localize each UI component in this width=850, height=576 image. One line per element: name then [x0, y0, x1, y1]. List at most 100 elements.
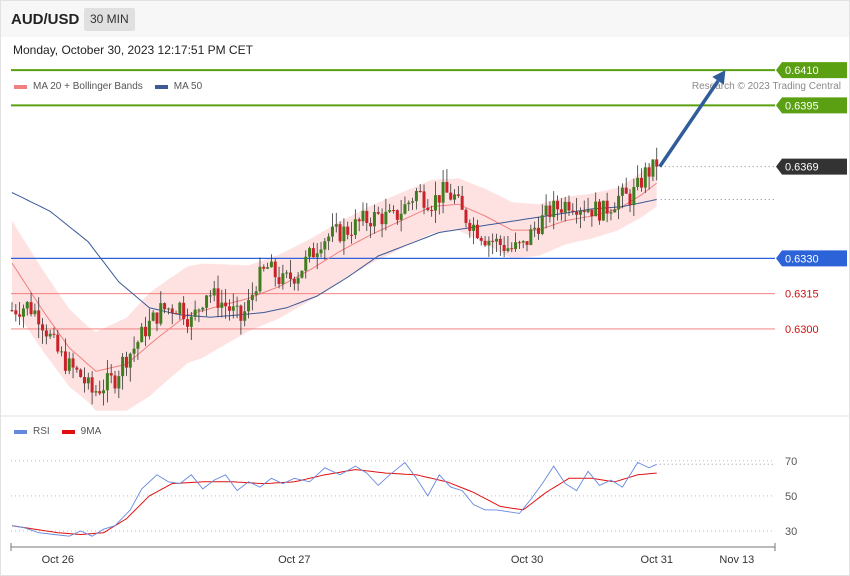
candle-body [433, 195, 437, 211]
candle-body [243, 311, 247, 321]
candle-body [495, 238, 499, 242]
candle-body [475, 224, 479, 239]
candle-body [357, 219, 361, 222]
rsi-panel: 70 50 30 [11, 456, 797, 538]
candle-body [369, 223, 373, 227]
timeframe-badge[interactable]: 30 MIN [84, 8, 135, 31]
time-tick-label: Oct 26 [42, 554, 74, 566]
candle-body [403, 204, 407, 214]
candle-body [590, 209, 594, 217]
candle-body [384, 211, 388, 225]
candle-body [430, 210, 434, 212]
candle-body [414, 191, 418, 202]
rsi-legend-swatch [14, 429, 27, 434]
candle-body [185, 319, 189, 327]
candle-body [56, 334, 60, 352]
candle-body [506, 248, 510, 251]
candle-body [647, 167, 651, 177]
candle-body [18, 314, 22, 317]
candle-body [330, 226, 334, 237]
candle-body [598, 201, 602, 221]
candle-body [273, 261, 277, 278]
candle-body [166, 308, 170, 310]
candle-body [338, 224, 342, 242]
level-tag-0.6395 [776, 97, 847, 114]
candle-body [136, 342, 140, 349]
candle-body [212, 288, 216, 296]
candle-body [311, 248, 315, 258]
candle-body [628, 193, 632, 206]
candle-body [315, 253, 319, 258]
candle-body [304, 256, 308, 271]
candle-body [174, 313, 178, 315]
candle-body [250, 294, 254, 301]
candle-body [399, 213, 403, 220]
chart-header: AUD/USD 30 MIN [1, 1, 849, 37]
candle-body [483, 240, 487, 246]
candle-body [189, 316, 193, 327]
rsi-legend-label: RSI [33, 426, 50, 437]
candle-body [117, 376, 121, 389]
candle-body [517, 242, 521, 244]
candle-body [296, 277, 300, 284]
candle-body [346, 226, 350, 235]
level-label-0.6369: 0.6369 [785, 162, 819, 174]
candle-body [609, 212, 613, 214]
level-label-0.6395: 0.6395 [785, 100, 819, 112]
candle-body [586, 209, 590, 213]
candle-body [159, 303, 163, 324]
candle-body [277, 277, 281, 285]
candle-body [258, 266, 262, 292]
candle-body [231, 306, 235, 311]
candle-body [392, 210, 395, 212]
candle-body [90, 377, 94, 393]
bollinger-band-layer [12, 159, 657, 411]
candle-body [201, 307, 205, 310]
candle-body [208, 295, 212, 297]
candle-body [620, 187, 624, 196]
candle-body [155, 312, 159, 324]
candle-body [453, 194, 457, 200]
candle-body [140, 326, 144, 343]
candle-body [460, 195, 464, 210]
candle-body [147, 320, 151, 337]
rsi-legend: RSI 9MA [14, 426, 101, 437]
candle-body [548, 205, 552, 218]
forecast-layer [658, 70, 726, 168]
rsi-tick-70: 70 [785, 456, 797, 468]
symbol-label: AUD/USD [11, 11, 80, 28]
candle-body [536, 227, 540, 234]
candle-body [254, 291, 258, 295]
candle-body [288, 272, 292, 279]
time-tick-label: Oct 27 [278, 554, 310, 566]
candle-body [94, 391, 98, 393]
candle-body [128, 353, 132, 368]
candle-body [182, 302, 186, 320]
candle-body [323, 241, 327, 250]
candle-body [235, 305, 239, 307]
candle-body [82, 377, 86, 384]
candle-body [14, 310, 18, 315]
candle-body [197, 309, 201, 311]
candle-body [102, 390, 106, 394]
candle-body [395, 210, 399, 220]
candle-body [578, 210, 582, 215]
candle-body [266, 267, 270, 269]
candle-body [285, 272, 289, 274]
candle-body [193, 309, 197, 317]
candle-body [502, 244, 506, 251]
level-tag-0.6410 [776, 62, 847, 79]
candle-body [300, 270, 304, 278]
candle-body [643, 167, 647, 188]
level-label-0.6315: 0.6315 [785, 289, 819, 301]
rsi-ma-legend-label: 9MA [80, 426, 102, 437]
candle-body [37, 310, 41, 325]
level-label-0.6330: 0.6330 [785, 253, 819, 265]
candle-body [132, 348, 136, 354]
candle-body [498, 238, 502, 245]
time-tick-label: Oct 30 [511, 554, 543, 566]
rsi-tick-30: 30 [785, 526, 797, 538]
candle-body [342, 226, 346, 242]
candle-body [86, 377, 90, 384]
candle-body [624, 187, 628, 194]
